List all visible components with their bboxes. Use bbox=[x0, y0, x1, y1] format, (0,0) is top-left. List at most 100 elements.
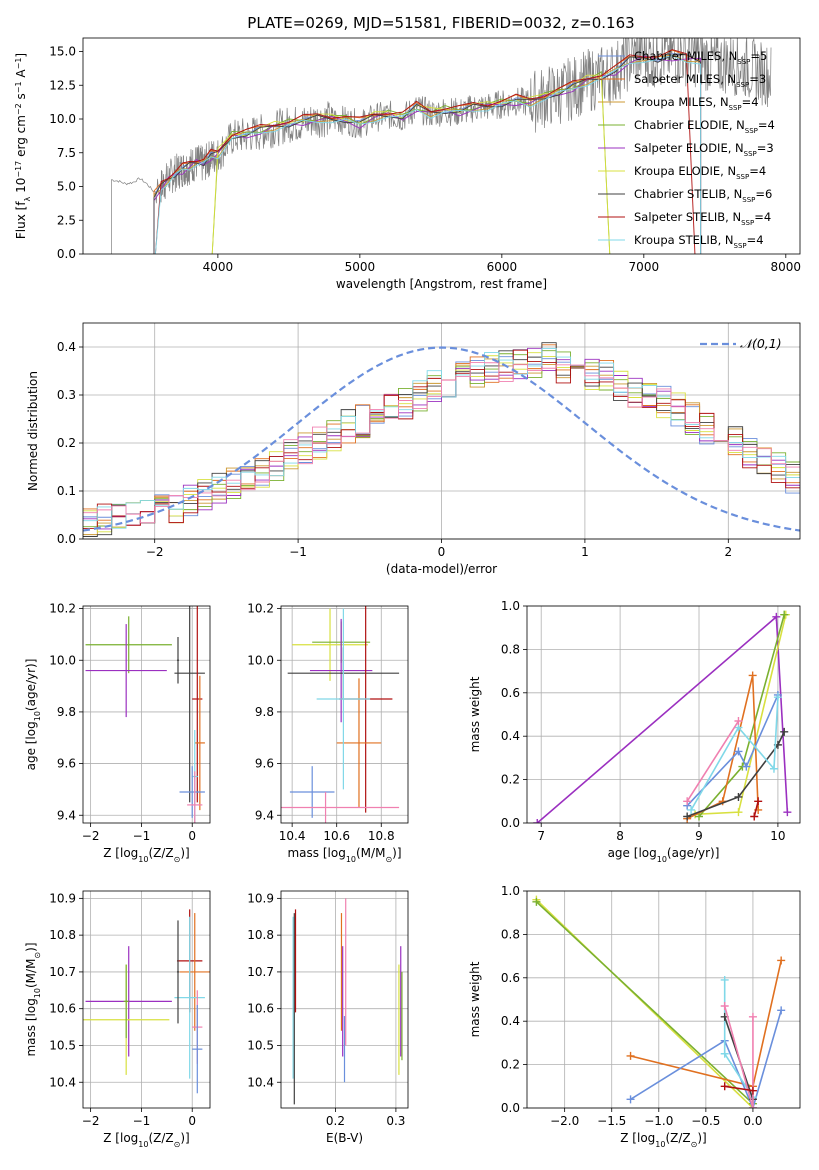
y-tick-label: 10.6 bbox=[49, 1002, 76, 1016]
axes-frame bbox=[82, 37, 801, 255]
residual-histogram-panel: −2 −1 0 1 2 0.0 0.1 0.2 0.3 0.4 (data-model)/error… bbox=[26, 322, 801, 576]
data-marker bbox=[769, 764, 778, 773]
legend-entry: Salpeter ELODIE, NSSP=3 bbox=[634, 141, 774, 158]
y-tick-label: 10.7 bbox=[49, 965, 76, 979]
mass-weight-line bbox=[724, 1085, 754, 1092]
data-marker bbox=[734, 747, 743, 756]
data-marker bbox=[687, 805, 696, 814]
axes-frame bbox=[526, 605, 801, 824]
plot-area bbox=[83, 909, 210, 1094]
x-tick-label: 0.0 bbox=[743, 1114, 762, 1128]
y-tick-label: 1.0 bbox=[501, 599, 520, 613]
data-marker bbox=[720, 975, 729, 984]
x-tick-label: 0.3 bbox=[386, 1114, 405, 1128]
model-spectrum bbox=[154, 49, 696, 254]
mass-weight-vs-age-panel: 7 8 9 10 0.0 0.2 0.4 0.6 0.8 1.0 age [log10(age/yr… bbox=[468, 599, 801, 864]
y-tick-label: 9.6 bbox=[255, 757, 274, 771]
y-tick-label: 0.6 bbox=[501, 971, 520, 985]
plot-area bbox=[281, 606, 400, 823]
x-axis-label: age [log10(age/yr)] bbox=[608, 846, 720, 864]
x-tick-label: 9 bbox=[695, 829, 703, 843]
y-tick-label: 0.4 bbox=[501, 1014, 520, 1028]
data-marker bbox=[783, 808, 792, 817]
y-tick-label: 0.2 bbox=[501, 773, 520, 787]
legend-entry: Chabrier ELODIE, NSSP=4 bbox=[634, 118, 775, 135]
y-tick-label: 15.0 bbox=[49, 45, 76, 59]
age-vs-mass-panel: 10.4 10.6 10.8 9.4 9.6 9.8 10.0 10.2 mass [log10… bbox=[247, 602, 409, 864]
legend-entry: Kroupa MILES, NSSP=4 bbox=[634, 95, 759, 112]
x-tick-label: 1 bbox=[581, 545, 589, 559]
data-marker bbox=[748, 671, 757, 680]
y-tick-label: 10.0 bbox=[49, 112, 76, 126]
x-tick-label: 0 bbox=[188, 1114, 196, 1128]
y-tick-label: 10.9 bbox=[49, 891, 76, 905]
model-spectrum bbox=[153, 54, 702, 254]
y-tick-label: 10.6 bbox=[247, 1002, 274, 1016]
mass-weight-line bbox=[698, 614, 785, 818]
x-tick-label: 7 bbox=[537, 829, 545, 843]
mass-weight-line bbox=[723, 1005, 754, 1108]
plot-area bbox=[85, 606, 205, 823]
data-marker bbox=[780, 727, 789, 736]
mass-weight-line bbox=[686, 720, 740, 802]
y-tick-label: 10.2 bbox=[247, 602, 274, 616]
x-tick-label: 6000 bbox=[487, 260, 518, 274]
x-tick-label: −1 bbox=[289, 545, 307, 559]
data-marker bbox=[626, 1051, 635, 1060]
axes-frame bbox=[82, 322, 801, 540]
legend-entry: Salpeter STELIB, NSSP=4 bbox=[634, 210, 771, 227]
data-marker bbox=[734, 717, 743, 726]
y-tick-label: 9.6 bbox=[57, 757, 76, 771]
y-axis-label: mass [log10(M/M⊙)] bbox=[24, 942, 42, 1056]
residual-histogram bbox=[83, 347, 800, 530]
data-marker bbox=[532, 897, 541, 906]
data-marker bbox=[720, 1049, 729, 1058]
data-marker bbox=[748, 1012, 757, 1021]
y-axis-label: mass weight bbox=[468, 676, 482, 752]
y-tick-label: 0.8 bbox=[501, 927, 520, 941]
y-tick-label: 9.8 bbox=[255, 705, 274, 719]
figure-title: PLATE=0269, MJD=51581, FIBERID=0032, z=0… bbox=[247, 14, 634, 32]
y-tick-label: 10.4 bbox=[247, 1075, 274, 1089]
plot-area bbox=[111, 38, 772, 254]
y-tick-label: 10.7 bbox=[247, 965, 274, 979]
y-tick-label: 2.5 bbox=[57, 213, 76, 227]
data-marker bbox=[626, 1095, 635, 1104]
data-marker bbox=[720, 1002, 729, 1011]
plot-area bbox=[292, 898, 403, 1105]
y-tick-label: 10.2 bbox=[49, 602, 76, 616]
spectrum-panel: 4000 5000 6000 7000 8000 0.0 2.5 5.0 7.5 10.0 12.5… bbox=[14, 37, 802, 291]
y-axis-label: Flux [fλ 10−17 erg cm−2 s−1 A−1] bbox=[14, 53, 32, 239]
x-axis-label: Z [log10(Z/Z⊙)] bbox=[103, 1131, 189, 1149]
y-axis-label: age [log10(age/yr)] bbox=[24, 659, 42, 771]
x-axis-label: E(B-V) bbox=[326, 1131, 363, 1145]
x-tick-label: −1.0 bbox=[644, 1114, 673, 1128]
y-tick-label: 10.9 bbox=[247, 891, 274, 905]
y-tick-label: 1.0 bbox=[501, 884, 520, 898]
data-marker bbox=[777, 1006, 786, 1015]
x-tick-label: 0 bbox=[438, 545, 446, 559]
y-tick-label: 0.8 bbox=[501, 642, 520, 656]
data-marker bbox=[720, 1082, 729, 1091]
x-tick-label: −1.5 bbox=[597, 1114, 626, 1128]
x-tick-label: 8000 bbox=[771, 260, 802, 274]
y-axis-label: mass weight bbox=[468, 961, 482, 1037]
axes-frame bbox=[82, 890, 211, 1109]
y-tick-label: 9.4 bbox=[255, 808, 274, 822]
legend-entry: Chabrier MILES, NSSP=5 bbox=[634, 49, 767, 66]
y-tick-label: 0.0 bbox=[57, 532, 76, 546]
mass-vs-metallicity-panel: −2 −1 0 10.4 10.5 10.6 10.7 10.8 10.9 Z [log10(Z/… bbox=[24, 890, 211, 1149]
x-tick-label: 4000 bbox=[203, 260, 234, 274]
data-marker bbox=[734, 792, 743, 801]
mass-weight-line bbox=[536, 615, 789, 823]
data-marker bbox=[742, 762, 751, 771]
x-tick-label: 10.8 bbox=[368, 829, 395, 843]
x-axis-label: mass [log10(M/M⊙)] bbox=[287, 846, 401, 864]
normal-distribution-curve bbox=[83, 346, 800, 532]
legend-entry: Salpeter MILES, NSSP=3 bbox=[634, 72, 766, 89]
mass-weight-line bbox=[535, 901, 754, 1105]
x-tick-label: 10.6 bbox=[323, 829, 350, 843]
y-tick-label: 0.0 bbox=[57, 247, 76, 261]
age-vs-metallicity-panel: −2 −1 0 9.4 9.6 9.8 10.0 10.2 Z [log10(Z/Z⊙)] age… bbox=[24, 602, 211, 864]
y-tick-label: 5.0 bbox=[57, 180, 76, 194]
